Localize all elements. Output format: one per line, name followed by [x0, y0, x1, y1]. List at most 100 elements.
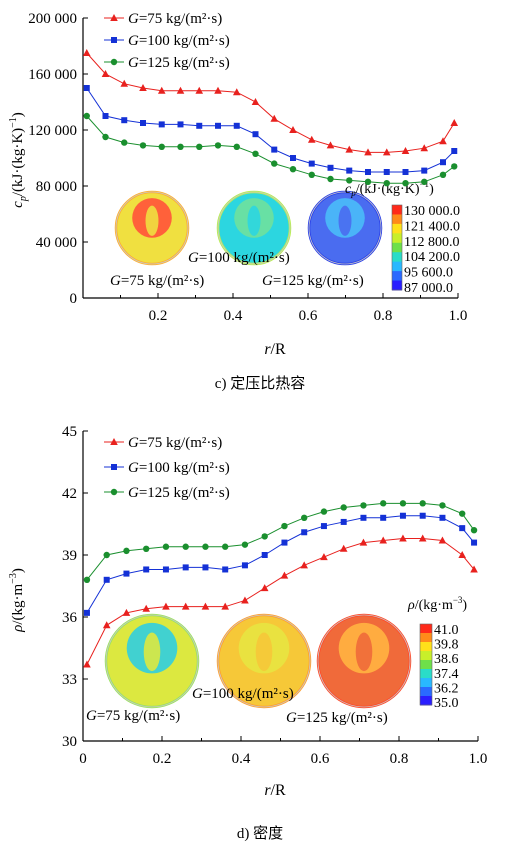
data-point [221, 602, 229, 610]
x-tick-label: 0.6 [299, 308, 318, 324]
data-point [261, 552, 268, 558]
data-point [439, 514, 446, 521]
contour-outline [308, 191, 382, 265]
data-point [177, 143, 184, 150]
contour-inset: G=100 kg/(m²·s) [188, 190, 292, 266]
colorbar-frame [391, 204, 403, 291]
data-point [280, 571, 289, 579]
series-2 [83, 85, 458, 175]
colorbar-swatch [420, 642, 432, 652]
data-point [399, 534, 407, 542]
x-tick-label: 0.6 [311, 751, 330, 767]
colorbar-label: 39.8 [434, 638, 459, 653]
data-point [122, 608, 131, 616]
data-point [290, 155, 296, 161]
data-point [83, 85, 90, 91]
colorbar-swatch [420, 678, 432, 688]
legend-label: G=125 kg/(m²·s) [128, 485, 230, 501]
data-point [271, 160, 278, 167]
data-point [470, 527, 478, 534]
x-tick-label: 0 [79, 751, 87, 767]
legend-entry: G=100 kg/(m²·s) [104, 33, 230, 49]
x-tick-label: 0.8 [390, 751, 409, 767]
data-point [182, 543, 189, 550]
data-point [419, 512, 426, 519]
y-tick-label: 39 [62, 548, 77, 564]
colorbar-swatch [392, 252, 402, 263]
legend-entry: G=125 kg/(m²·s) [104, 485, 230, 501]
data-point [252, 150, 259, 157]
data-point [214, 142, 222, 149]
data-point [261, 533, 268, 540]
data-point [139, 84, 147, 91]
contour-plume [255, 632, 273, 672]
y-axis-label: ρ/(kg·m−3) [8, 568, 26, 633]
y-tick-label: 40 000 [36, 235, 77, 251]
colorbar-swatch [392, 205, 402, 215]
inset-label: G=100 kg/(m²·s) [192, 686, 294, 702]
data-point [339, 544, 348, 552]
contour-inset: G=75 kg/(m²·s) [86, 613, 200, 724]
data-point [438, 536, 447, 544]
data-point [83, 112, 90, 120]
contour-plume [143, 632, 161, 672]
contour-outline [115, 191, 189, 265]
data-point [102, 113, 109, 119]
data-point [260, 584, 269, 592]
data-point [281, 522, 288, 530]
series-3 [83, 500, 478, 583]
legend-label: G=100 kg/(m²·s) [128, 33, 230, 49]
colorbar-swatch [392, 242, 402, 253]
y-tick-label: 160 000 [28, 67, 77, 83]
data-point [241, 541, 249, 548]
data-point [439, 502, 446, 509]
chart-d: 0 0.2 0.4 0.6 0.8 1.0 30 33 36 39 42 45 r/R ρ/(kg·m−3… [8, 424, 487, 799]
data-point [241, 596, 249, 604]
data-point [308, 171, 315, 178]
data-point [327, 175, 334, 183]
data-point [181, 602, 190, 610]
y-tick-label: 80 000 [36, 179, 77, 195]
contour-plume [338, 205, 352, 236]
data-point [195, 86, 204, 94]
data-point [364, 178, 372, 185]
series-line [86, 115, 455, 184]
x-tick-label: 0.2 [153, 751, 172, 767]
x-tick-label: 0.8 [374, 308, 393, 324]
x-tick-label: 0.4 [224, 308, 243, 324]
colorbar-swatch [392, 271, 402, 282]
data-point [222, 543, 229, 550]
legend-label: G=75 kg/(m²·s) [128, 11, 222, 27]
data-point [439, 171, 447, 178]
data-point [233, 143, 240, 150]
legend-label: G=100 kg/(m²·s) [128, 460, 230, 476]
data-point [142, 604, 150, 612]
data-point [402, 180, 409, 187]
contour-inset: G=125 kg/(m²·s) [262, 190, 383, 289]
caption-d: d) 密度 [236, 826, 284, 842]
colorbar-swatch [392, 214, 402, 225]
inset-label: G=75 kg/(m²·s) [110, 273, 204, 289]
colorbar-swatch [420, 669, 432, 679]
data-point [140, 120, 146, 126]
data-point [121, 117, 128, 124]
data-point [458, 551, 466, 558]
data-point [241, 562, 248, 569]
data-point [320, 523, 327, 530]
colorbar-label: 36.2 [434, 681, 459, 696]
legend-entry: G=100 kg/(m²·s) [104, 460, 230, 476]
data-point [123, 570, 130, 577]
x-axis-label: r/R [264, 341, 286, 358]
colorbar-title: ρ/(kg·m−3) [407, 595, 467, 613]
data-point [162, 543, 170, 550]
y-tick-label: 0 [70, 291, 78, 307]
colorbar-label: 112 800.0 [404, 235, 459, 250]
colorbar-swatch [420, 651, 432, 661]
data-point [182, 564, 189, 571]
data-point [196, 143, 203, 150]
data-point [143, 566, 150, 573]
data-point [143, 545, 150, 552]
colorbar: 41.039.838.637.436.235.0 ρ/(kg·m−3) [407, 595, 467, 711]
data-point [459, 510, 466, 517]
